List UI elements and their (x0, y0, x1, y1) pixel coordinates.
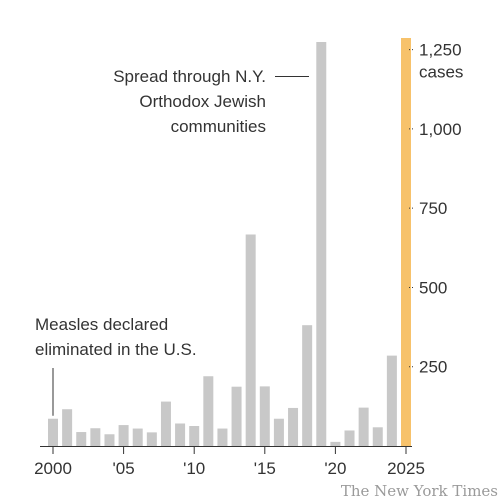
bar-2019 (316, 42, 327, 446)
bar-2018 (302, 325, 313, 446)
bar-2024 (386, 355, 397, 446)
bar-2017 (288, 407, 299, 446)
bar-2011 (203, 376, 214, 446)
annotation-orthodox-line-1: Spread through N.Y. (113, 67, 266, 86)
bars-group (48, 38, 411, 446)
bar-2013 (231, 386, 242, 446)
x-axis: 2000 '05 '10 '15 '20 2025 (34, 446, 425, 478)
annotation-eliminated-line-2: eliminated in the U.S. (35, 340, 197, 359)
bar-2003 (90, 428, 101, 446)
bar-2006 (132, 428, 143, 446)
bar-2012 (217, 428, 228, 446)
bar-2022 (358, 407, 369, 446)
bar-2001 (62, 409, 73, 446)
bar-2005 (118, 425, 129, 446)
annotation-orthodox-line-3: communities (171, 117, 266, 136)
bar-2015 (259, 386, 270, 446)
x-tick-label-2000: 2000 (34, 459, 72, 478)
y-tick-label-750: 750 (419, 199, 447, 218)
bar-2014 (245, 234, 256, 446)
x-tick-label-2020: '20 (324, 459, 346, 478)
bar-2023 (372, 427, 383, 446)
bar-2000 (48, 418, 58, 446)
y-axis: 250 500 750 1,000 1,250 cases (409, 41, 463, 377)
x-tick-label-2015: '15 (254, 459, 276, 478)
bar-2010 (189, 426, 200, 446)
y-tick-label-250: 250 (419, 358, 447, 377)
bar-2021 (344, 430, 355, 446)
bar-2004 (104, 434, 115, 446)
y-tick-label-1000: 1,000 (419, 120, 462, 139)
credit-logo: The New York Times (340, 482, 498, 500)
annotations-group: Spread through N.Y. Orthodox Jewish commun… (35, 67, 309, 416)
bar-2020 (330, 441, 341, 446)
x-tick-label-2005: '05 (113, 459, 135, 478)
x-tick-label-2025: 2025 (387, 459, 425, 478)
annotation-eliminated-line-1: Measles declared (35, 315, 168, 334)
bar-2002 (76, 432, 87, 446)
bar-2009 (175, 423, 186, 446)
y-tick-label-500: 500 (419, 278, 447, 297)
bar-2025 (401, 38, 411, 446)
annotation-orthodox-line-2: Orthodox Jewish (139, 92, 266, 111)
bar-2016 (273, 418, 284, 446)
x-tick-label-2010: '10 (183, 459, 205, 478)
bar-2007 (146, 432, 157, 446)
bar-2008 (160, 401, 171, 446)
y-tick-label-1250: 1,250 (419, 41, 462, 60)
y-unit-label: cases (419, 63, 463, 82)
